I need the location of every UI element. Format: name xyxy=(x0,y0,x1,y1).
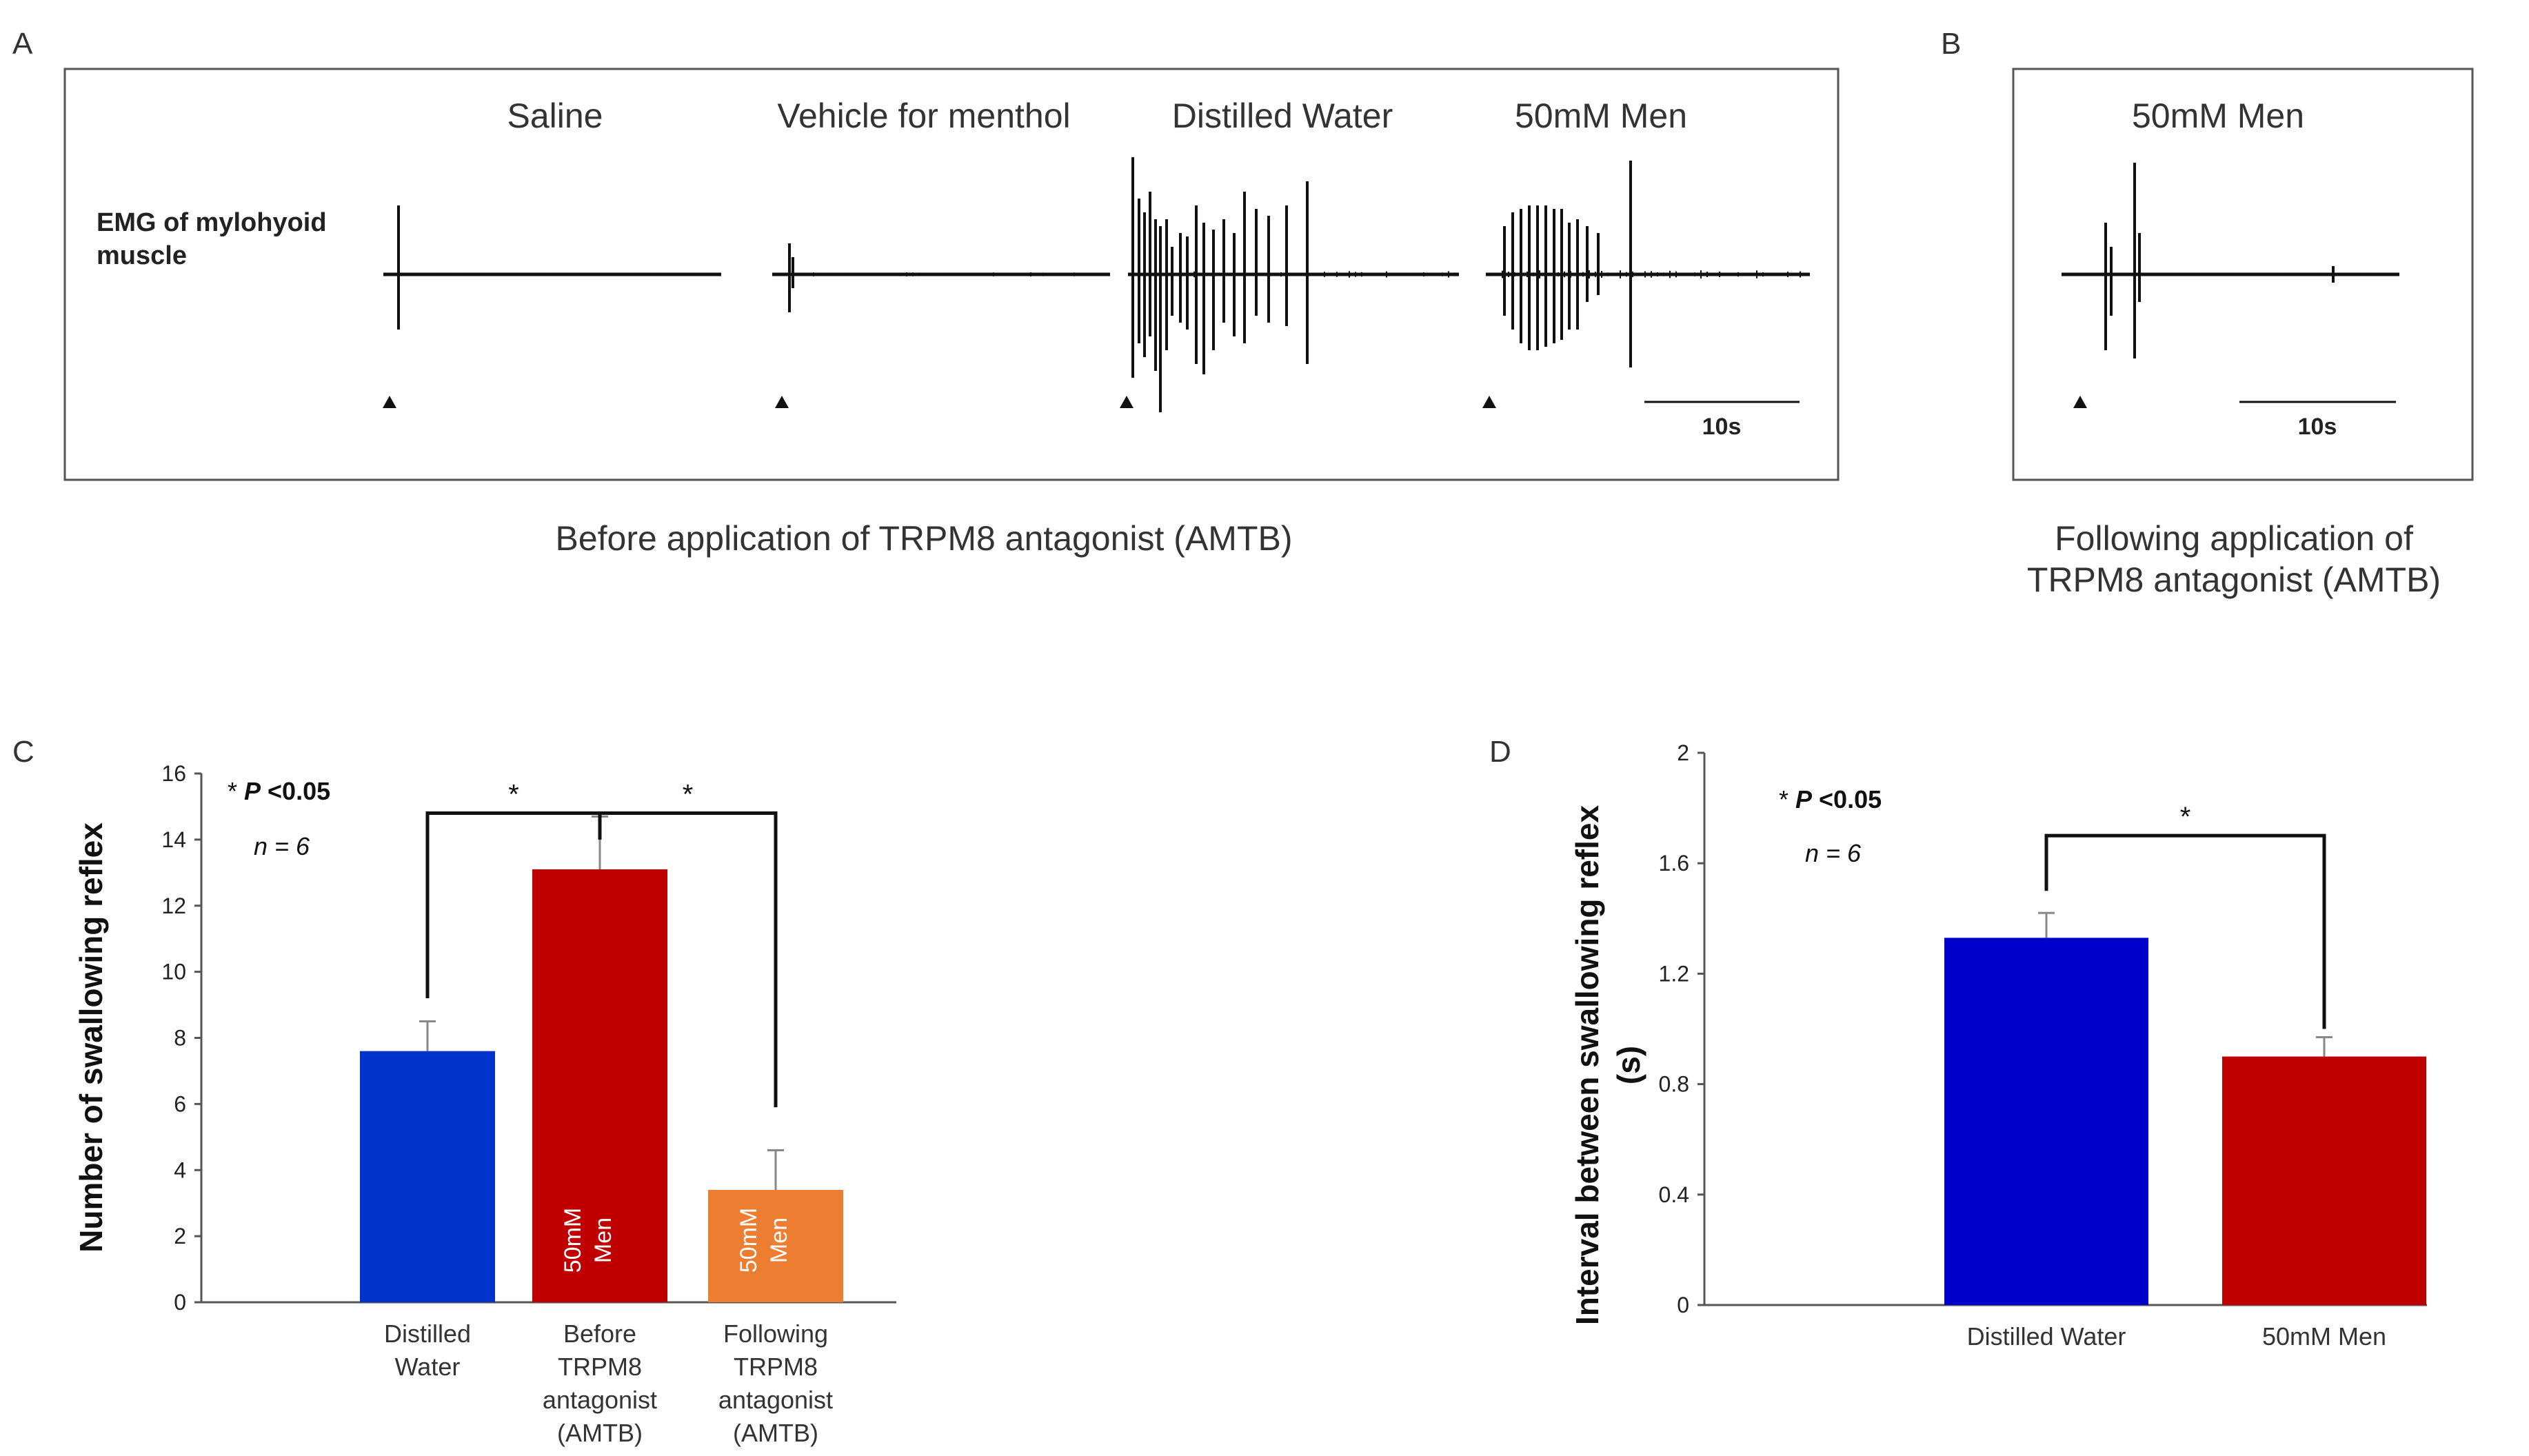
y-tick-label: 0 xyxy=(174,1290,186,1315)
y-tick-label: 2 xyxy=(174,1224,186,1248)
y-tick-label: 12 xyxy=(161,893,186,918)
emg-label-line2: muscle xyxy=(97,241,187,270)
significance-bracket xyxy=(598,811,778,1108)
panel-b-caption-line1: Following application of xyxy=(2055,519,2413,558)
emg-trace-distilled-water xyxy=(1128,157,1459,412)
y-tick-label: 16 xyxy=(161,761,186,786)
chart-c-n-text: n = 6 xyxy=(254,832,310,860)
y-tick-label: 2 xyxy=(1677,740,1689,765)
stimulus-marker-menthol-after xyxy=(2073,396,2087,408)
emg-label-line1: EMG of mylohyoid xyxy=(97,208,327,237)
panel-b: B 50mM Men 10s Following application of … xyxy=(1941,27,2474,599)
panel-b-caption-line2: TRPM8 antagonist (AMTB) xyxy=(2027,560,2441,599)
chart-d: D Interval between swallowing reflex (s)… xyxy=(1489,735,2427,1351)
panel-a-letter: A xyxy=(12,27,33,61)
y-tick-label: 10 xyxy=(161,960,186,984)
significance-star: * xyxy=(2180,802,2191,832)
category-label: Following TRPM8 antagonist (AMTB) xyxy=(718,1320,833,1447)
category-label: 50mM Men xyxy=(2262,1322,2386,1351)
condition-label-vehicle: Vehicle for menthol xyxy=(777,97,1070,135)
emg-trace-vehicle xyxy=(772,243,1110,312)
y-tick-label: 0.4 xyxy=(1659,1182,1689,1207)
panel-a: A Saline Vehicle for menthol Distilled W… xyxy=(12,27,1840,558)
y-tick-label: 14 xyxy=(161,827,186,852)
significance-bracket xyxy=(425,811,600,998)
scale-bar-a-label: 10s xyxy=(1702,414,1742,440)
y-tick-label: 8 xyxy=(174,1026,186,1051)
condition-label-menthol-after: 50mM Men xyxy=(2132,97,2304,135)
category-label: Before TRPM8 antagonist (AMTB) xyxy=(543,1320,657,1447)
bar xyxy=(1944,938,2148,1305)
bar xyxy=(2222,1056,2426,1305)
condition-label-distilled-water: Distilled Water xyxy=(1172,97,1393,135)
panel-b-frame xyxy=(2012,68,2474,481)
panel-c-letter: C xyxy=(12,735,34,769)
emg-trace-menthol-after xyxy=(2062,163,2399,358)
panel-d-letter: D xyxy=(1489,735,1511,769)
emg-trace-menthol xyxy=(1486,161,1810,367)
category-label: Distilled Water xyxy=(384,1320,471,1381)
emg-trace-after xyxy=(2062,163,2399,358)
significance-star: * xyxy=(508,780,519,810)
chart-d-y-axis-label-line2: (s) xyxy=(1611,1046,1646,1084)
panel-a-frame xyxy=(63,68,1840,481)
bar-inner-label: 50mM Men xyxy=(560,1208,616,1273)
panel-a-caption: Before application of TRPM8 antagonist (… xyxy=(555,519,1292,558)
significance-bracket xyxy=(2044,833,2326,1029)
emg-traces-before xyxy=(383,157,1810,412)
stimulus-marker-vehicle xyxy=(775,396,789,408)
panel-b-letter: B xyxy=(1941,27,1961,61)
chart-c-y-axis-label: Number of swallowing reflex xyxy=(73,822,109,1253)
y-tick-label: 1.2 xyxy=(1659,961,1689,986)
emg-trace-saline xyxy=(383,205,721,330)
stimulus-marker-menthol xyxy=(1482,396,1496,408)
chart-c-stat-text: * P <0.05 xyxy=(228,777,330,805)
bar-inner-label: 50mM Men xyxy=(736,1208,792,1273)
bar xyxy=(360,1051,495,1302)
y-tick-label: 1.6 xyxy=(1659,851,1689,876)
bar xyxy=(708,1190,843,1302)
stimulus-marker-distilled-water xyxy=(1120,396,1133,408)
stimulus-marker-saline xyxy=(383,396,396,408)
scale-bar-b-label: 10s xyxy=(2298,414,2337,440)
bar xyxy=(532,869,667,1302)
y-tick-label: 0.8 xyxy=(1659,1072,1689,1097)
y-tick-label: 0 xyxy=(1677,1293,1689,1317)
condition-label-saline: Saline xyxy=(507,97,603,135)
category-label: Distilled Water xyxy=(1967,1322,2126,1351)
chart-d-y-axis-label-line1: Interval between swallowing reflex xyxy=(1569,805,1605,1326)
significance-star: * xyxy=(683,780,694,810)
y-tick-label: 6 xyxy=(174,1091,186,1116)
condition-label-menthol: 50mM Men xyxy=(1515,97,1687,135)
chart-d-stat-text: * P <0.05 xyxy=(1779,785,1882,813)
chart-d-n-text: n = 6 xyxy=(1805,839,1862,867)
y-tick-label: 4 xyxy=(174,1157,186,1182)
chart-c: C Number of swallowing reflex * P <0.05 … xyxy=(12,735,896,1447)
